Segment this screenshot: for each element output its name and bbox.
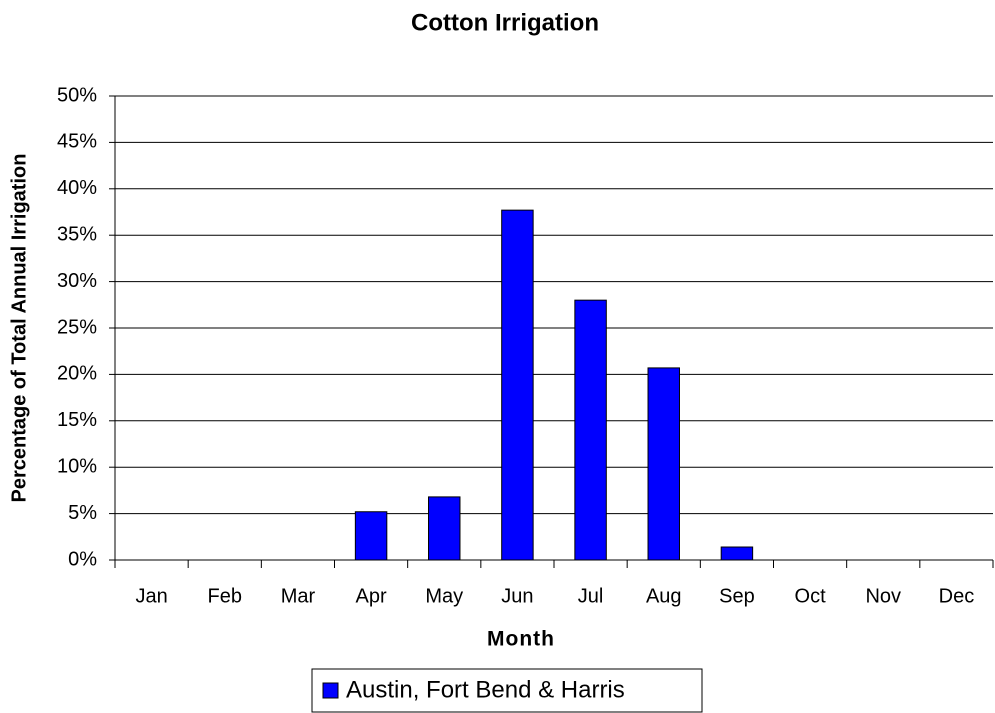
bar: [647, 367, 680, 561]
legend-box: [311, 668, 703, 713]
y-tick-label: 35%: [57, 223, 97, 245]
y-tick-label: 25%: [57, 316, 97, 338]
bar: [574, 299, 607, 561]
bar: [354, 511, 388, 561]
x-tick-label: Aug: [646, 585, 682, 607]
legend-swatch: [322, 682, 339, 699]
x-tick-label: Dec: [939, 585, 975, 607]
y-tick-label: 30%: [57, 270, 97, 292]
x-tick-label: Nov: [865, 585, 901, 607]
y-tick-label: 10%: [57, 455, 97, 477]
x-tick-label: Jun: [501, 585, 533, 607]
y-tick-label: 45%: [57, 131, 97, 153]
x-tick-label: Mar: [281, 585, 316, 607]
x-tick-label: Apr: [356, 585, 387, 607]
y-axis-title: Percentage of Total Annual Irrigation: [8, 154, 30, 503]
x-axis-title: Month: [487, 628, 555, 651]
bar: [501, 209, 534, 561]
x-tick-label: Jul: [578, 585, 604, 607]
y-tick-label: 0%: [68, 548, 97, 570]
legend-label: Austin, Fort Bend & Harris: [346, 676, 625, 703]
x-tick-label: May: [425, 585, 463, 607]
bar: [720, 546, 754, 561]
y-tick-label: 5%: [68, 502, 97, 524]
x-tick-label: Feb: [208, 585, 242, 607]
y-tick-label: 15%: [57, 409, 97, 431]
y-tick-label: 50%: [57, 84, 97, 106]
x-tick-label: Jan: [135, 585, 167, 607]
x-tick-label: Sep: [719, 585, 755, 607]
x-tick-label: Oct: [795, 585, 827, 607]
y-tick-label: 40%: [57, 177, 97, 199]
y-tick-label: 20%: [57, 363, 97, 385]
bar: [428, 496, 461, 561]
chart-title: Cotton Irrigation: [411, 9, 599, 36]
